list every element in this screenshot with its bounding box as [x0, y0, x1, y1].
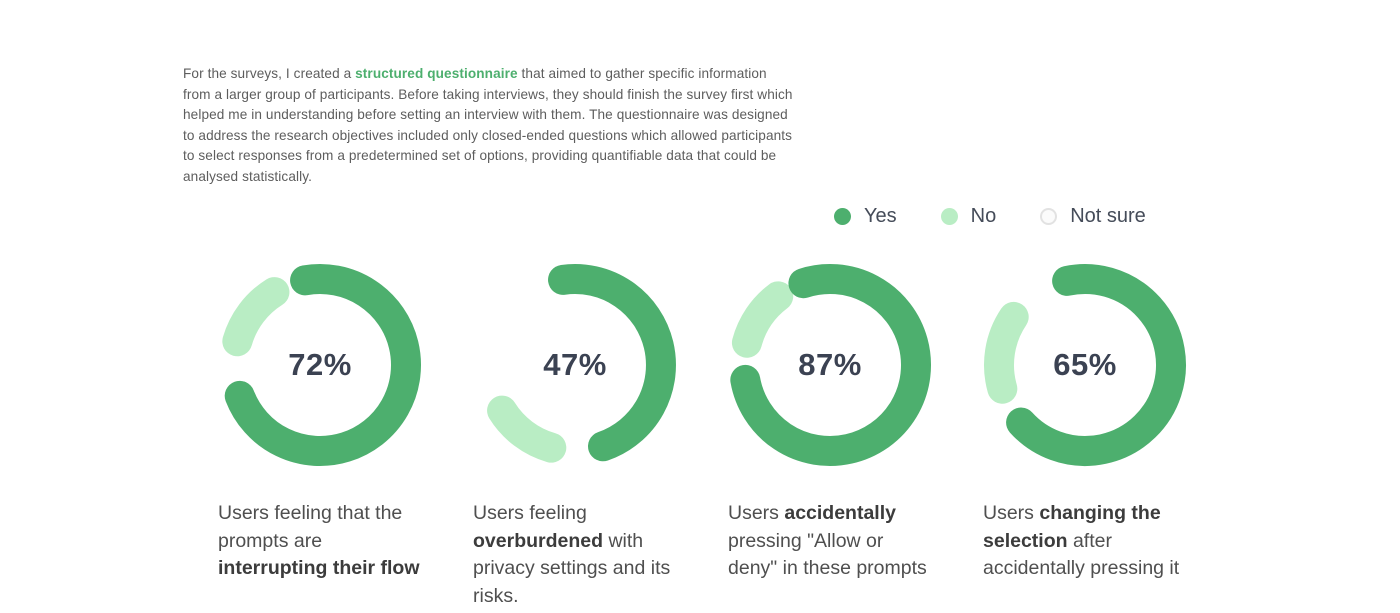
emphasized-text: changing the selection: [983, 502, 1161, 552]
donut-chart: 47%: [473, 263, 677, 467]
donut-no-arc: [984, 301, 1029, 404]
donut-chart: 72%: [218, 263, 422, 467]
donut-svg: [984, 264, 1186, 466]
donut-svg: [487, 264, 676, 463]
percent-label: 65%: [1053, 347, 1117, 382]
chart-legend: Yes No Not sure: [834, 205, 1146, 228]
donut-no-arc: [222, 277, 290, 357]
donut-svg: [222, 264, 421, 466]
donut-no-arc: [487, 395, 567, 463]
donut-svg: [730, 264, 931, 466]
donut-chart: 87%: [728, 263, 932, 467]
percent-label: 72%: [288, 347, 352, 382]
legend-dot-no-icon: [940, 208, 958, 225]
legend-item-no: No: [940, 205, 997, 228]
legend-label: Not sure: [1070, 205, 1146, 227]
emphasized-text: structured questionnaire: [355, 66, 518, 81]
legend-label: Yes: [864, 205, 897, 227]
chart-caption: Users feeling that the prompts are inter…: [218, 502, 420, 579]
donut-yes-arc: [224, 264, 421, 466]
intro-paragraph: For the surveys, I created a structured …: [183, 66, 793, 184]
emphasized-text: interrupting their flow: [218, 557, 420, 579]
donut-chart-cell-2: 47% Users feeling overburdened with priva…: [473, 263, 677, 610]
donut-yes-arc: [1006, 264, 1186, 466]
donut-chart: 65%: [983, 263, 1187, 467]
emphasized-text: accidentally: [784, 502, 896, 524]
chart-caption: Users accidentally pressing "Allow or de…: [728, 502, 927, 579]
donut-chart-cell-1: 72% Users feeling that the prompts are in…: [218, 263, 422, 610]
legend-label: No: [970, 205, 997, 227]
chart-caption: Users feeling overburdened with privacy …: [473, 502, 671, 607]
percent-label: 87%: [798, 347, 862, 382]
percent-label: 47%: [543, 347, 607, 382]
donut-yes-arc: [730, 264, 931, 466]
donut-no-arc: [731, 281, 794, 358]
charts-row: 72% Users feeling that the prompts are in…: [218, 263, 1187, 610]
donut-yes-arc: [548, 264, 676, 462]
emphasized-text: overburdened: [473, 529, 604, 552]
legend-item-notsure: Not sure: [1040, 205, 1146, 228]
legend-item-yes: Yes: [834, 205, 897, 228]
legend-dot-notsure-icon: [1040, 208, 1058, 225]
donut-chart-cell-3: 87% Users accidentally pressing "Allow or…: [728, 263, 932, 610]
donut-chart-cell-4: 65% Users changing the selection after ac…: [983, 263, 1187, 610]
legend-dot-yes-icon: [834, 208, 851, 225]
chart-caption: Users changing the selection after accid…: [983, 502, 1180, 579]
